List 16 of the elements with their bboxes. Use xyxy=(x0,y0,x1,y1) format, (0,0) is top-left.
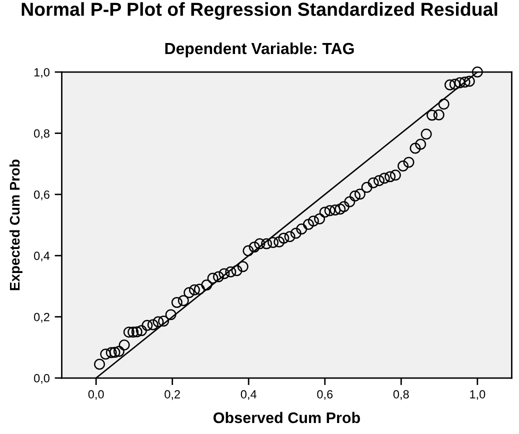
x-tick-label: 0,8 xyxy=(393,390,409,400)
y-tick-label: 0,4 xyxy=(34,252,50,262)
x-axis-title: Observed Cum Prob xyxy=(214,412,360,424)
y-tick-label: 1,0 xyxy=(34,68,50,78)
y-tick-label: 0,6 xyxy=(34,190,50,200)
x-tick-label: 0,4 xyxy=(240,390,256,400)
chart-subtitle: Dependent Variable: TAG xyxy=(165,42,354,58)
chart-title: Normal P-P Plot of Regression Standardized Residual xyxy=(22,2,498,20)
y-axis-title: Expected Cum Prob xyxy=(9,160,22,290)
y-tick-label: 0,8 xyxy=(34,129,50,140)
x-tick-label: 0,2 xyxy=(164,390,180,400)
x-tick-label: 0,6 xyxy=(317,390,333,400)
x-tick-label: 0,0 xyxy=(88,390,104,400)
x-tick-label: 1,0 xyxy=(470,390,486,400)
y-tick-label: 0,2 xyxy=(34,312,50,323)
y-tick-label: 0,0 xyxy=(34,374,50,384)
